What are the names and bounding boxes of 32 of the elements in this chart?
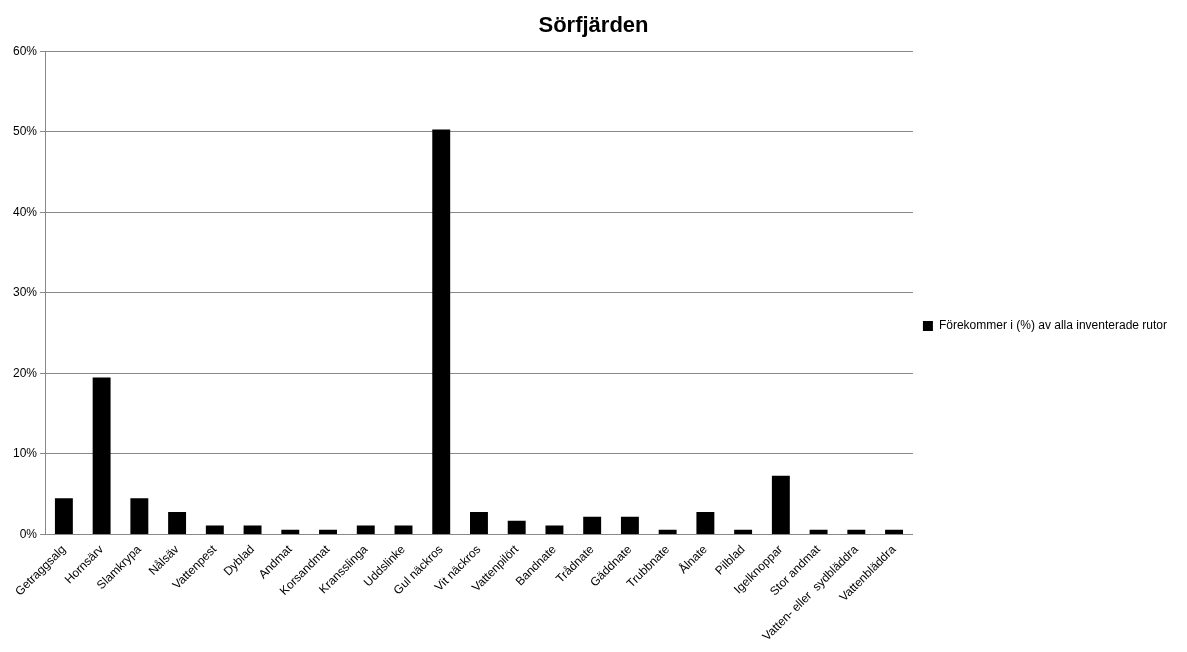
- bar: [205, 525, 224, 534]
- bar: [885, 529, 904, 534]
- bar: [658, 529, 677, 534]
- bar: [394, 525, 413, 534]
- y-tick-label: 20%: [12, 365, 38, 380]
- y-tick-label: 50%: [12, 124, 38, 139]
- bar: [432, 129, 451, 534]
- bar: [356, 525, 375, 534]
- bar: [734, 529, 753, 534]
- y-tick-label: 30%: [12, 285, 38, 300]
- bar: [319, 529, 337, 534]
- y-tick-label: 60%: [12, 43, 38, 58]
- bar: [507, 520, 526, 534]
- bar: [470, 511, 488, 534]
- bar: [92, 377, 111, 534]
- bar: [620, 516, 639, 534]
- y-tick-label: 40%: [12, 204, 38, 219]
- bar: [54, 498, 73, 534]
- bar: [771, 475, 790, 534]
- bar: [809, 529, 828, 534]
- bar: [583, 516, 602, 534]
- bar: [281, 529, 300, 534]
- legend-label: Förekommer i (%) av alla inventerade rutor: [938, 318, 1168, 333]
- y-tick-label: 0%: [19, 526, 38, 541]
- bar: [243, 525, 262, 534]
- y-tick-label: 10%: [12, 446, 38, 461]
- chart-title: Sörfjärden: [538, 12, 649, 38]
- bar: [168, 511, 187, 534]
- bar: [847, 529, 866, 534]
- bar: [545, 525, 564, 534]
- bar: [696, 511, 715, 534]
- bar: [130, 498, 149, 534]
